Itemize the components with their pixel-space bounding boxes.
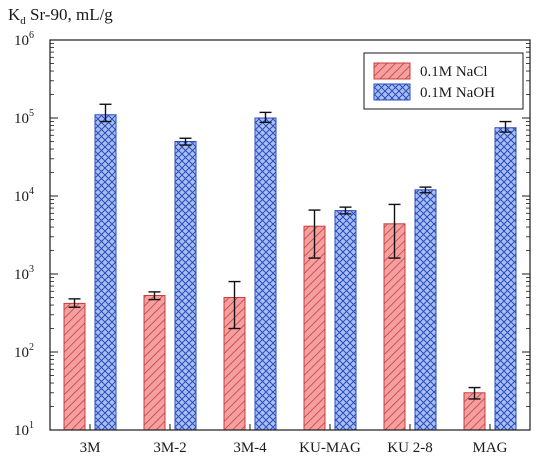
y-tick-label: 105 (14, 108, 34, 127)
error-bar (388, 203, 401, 259)
bar-naoh-3m (94, 114, 117, 431)
bar-nacl-3m-2 (143, 295, 166, 431)
legend-swatch-naoh (373, 83, 411, 101)
plot-frame (49, 39, 531, 431)
y-tick-label: 102 (14, 342, 34, 361)
error-bar (99, 103, 112, 123)
x-axis-categories: 3M 3M-2 3M-4 KU-MAG KU 2-8 MAG (80, 424, 508, 456)
x-tick-label: KU 2-8 (387, 440, 432, 456)
error-bar (68, 298, 81, 308)
y-axis-ticks: 101 102 103 104 105 106 (14, 30, 530, 439)
legend-swatch-nacl (373, 62, 411, 80)
x-tick-label: 3M-2 (153, 440, 186, 456)
error-bar (179, 137, 192, 146)
x-tick-label: MAG (472, 440, 507, 456)
legend-label-naoh: 0.1M NaOH (420, 85, 495, 101)
y-tick-label: 101 (14, 420, 34, 439)
error-bar (419, 186, 432, 194)
error-bar (308, 209, 321, 259)
y-axis-label: Kd Sr-90, mL/g (8, 5, 113, 27)
bar-nacl-3m (63, 302, 86, 431)
bar-naoh-mag (494, 127, 517, 431)
error-bar (148, 291, 161, 301)
error-bar (499, 120, 512, 133)
error-bars-group (68, 103, 512, 400)
x-tick-label: 3M-4 (233, 440, 267, 456)
y-tick-label: 104 (14, 186, 34, 205)
y-tick-label: 103 (14, 264, 34, 283)
x-tick-label: 3M (80, 440, 101, 456)
error-bar (228, 280, 241, 330)
bars-group (63, 114, 517, 431)
bar-naoh-ku-2-8 (414, 189, 437, 431)
bar-naoh-3m-2 (174, 140, 197, 431)
legend: 0.1M NaCl 0.1M NaOH (363, 52, 524, 110)
legend-label-nacl: 0.1M NaCl (420, 64, 488, 80)
bar-naoh-ku-mag (334, 210, 357, 431)
error-bar (259, 111, 272, 124)
x-tick-label: KU-MAG (299, 440, 361, 456)
bar-naoh-3m-4 (254, 117, 277, 431)
error-bar (468, 386, 481, 400)
y-tick-label: 106 (14, 30, 34, 49)
error-bar (339, 206, 352, 215)
